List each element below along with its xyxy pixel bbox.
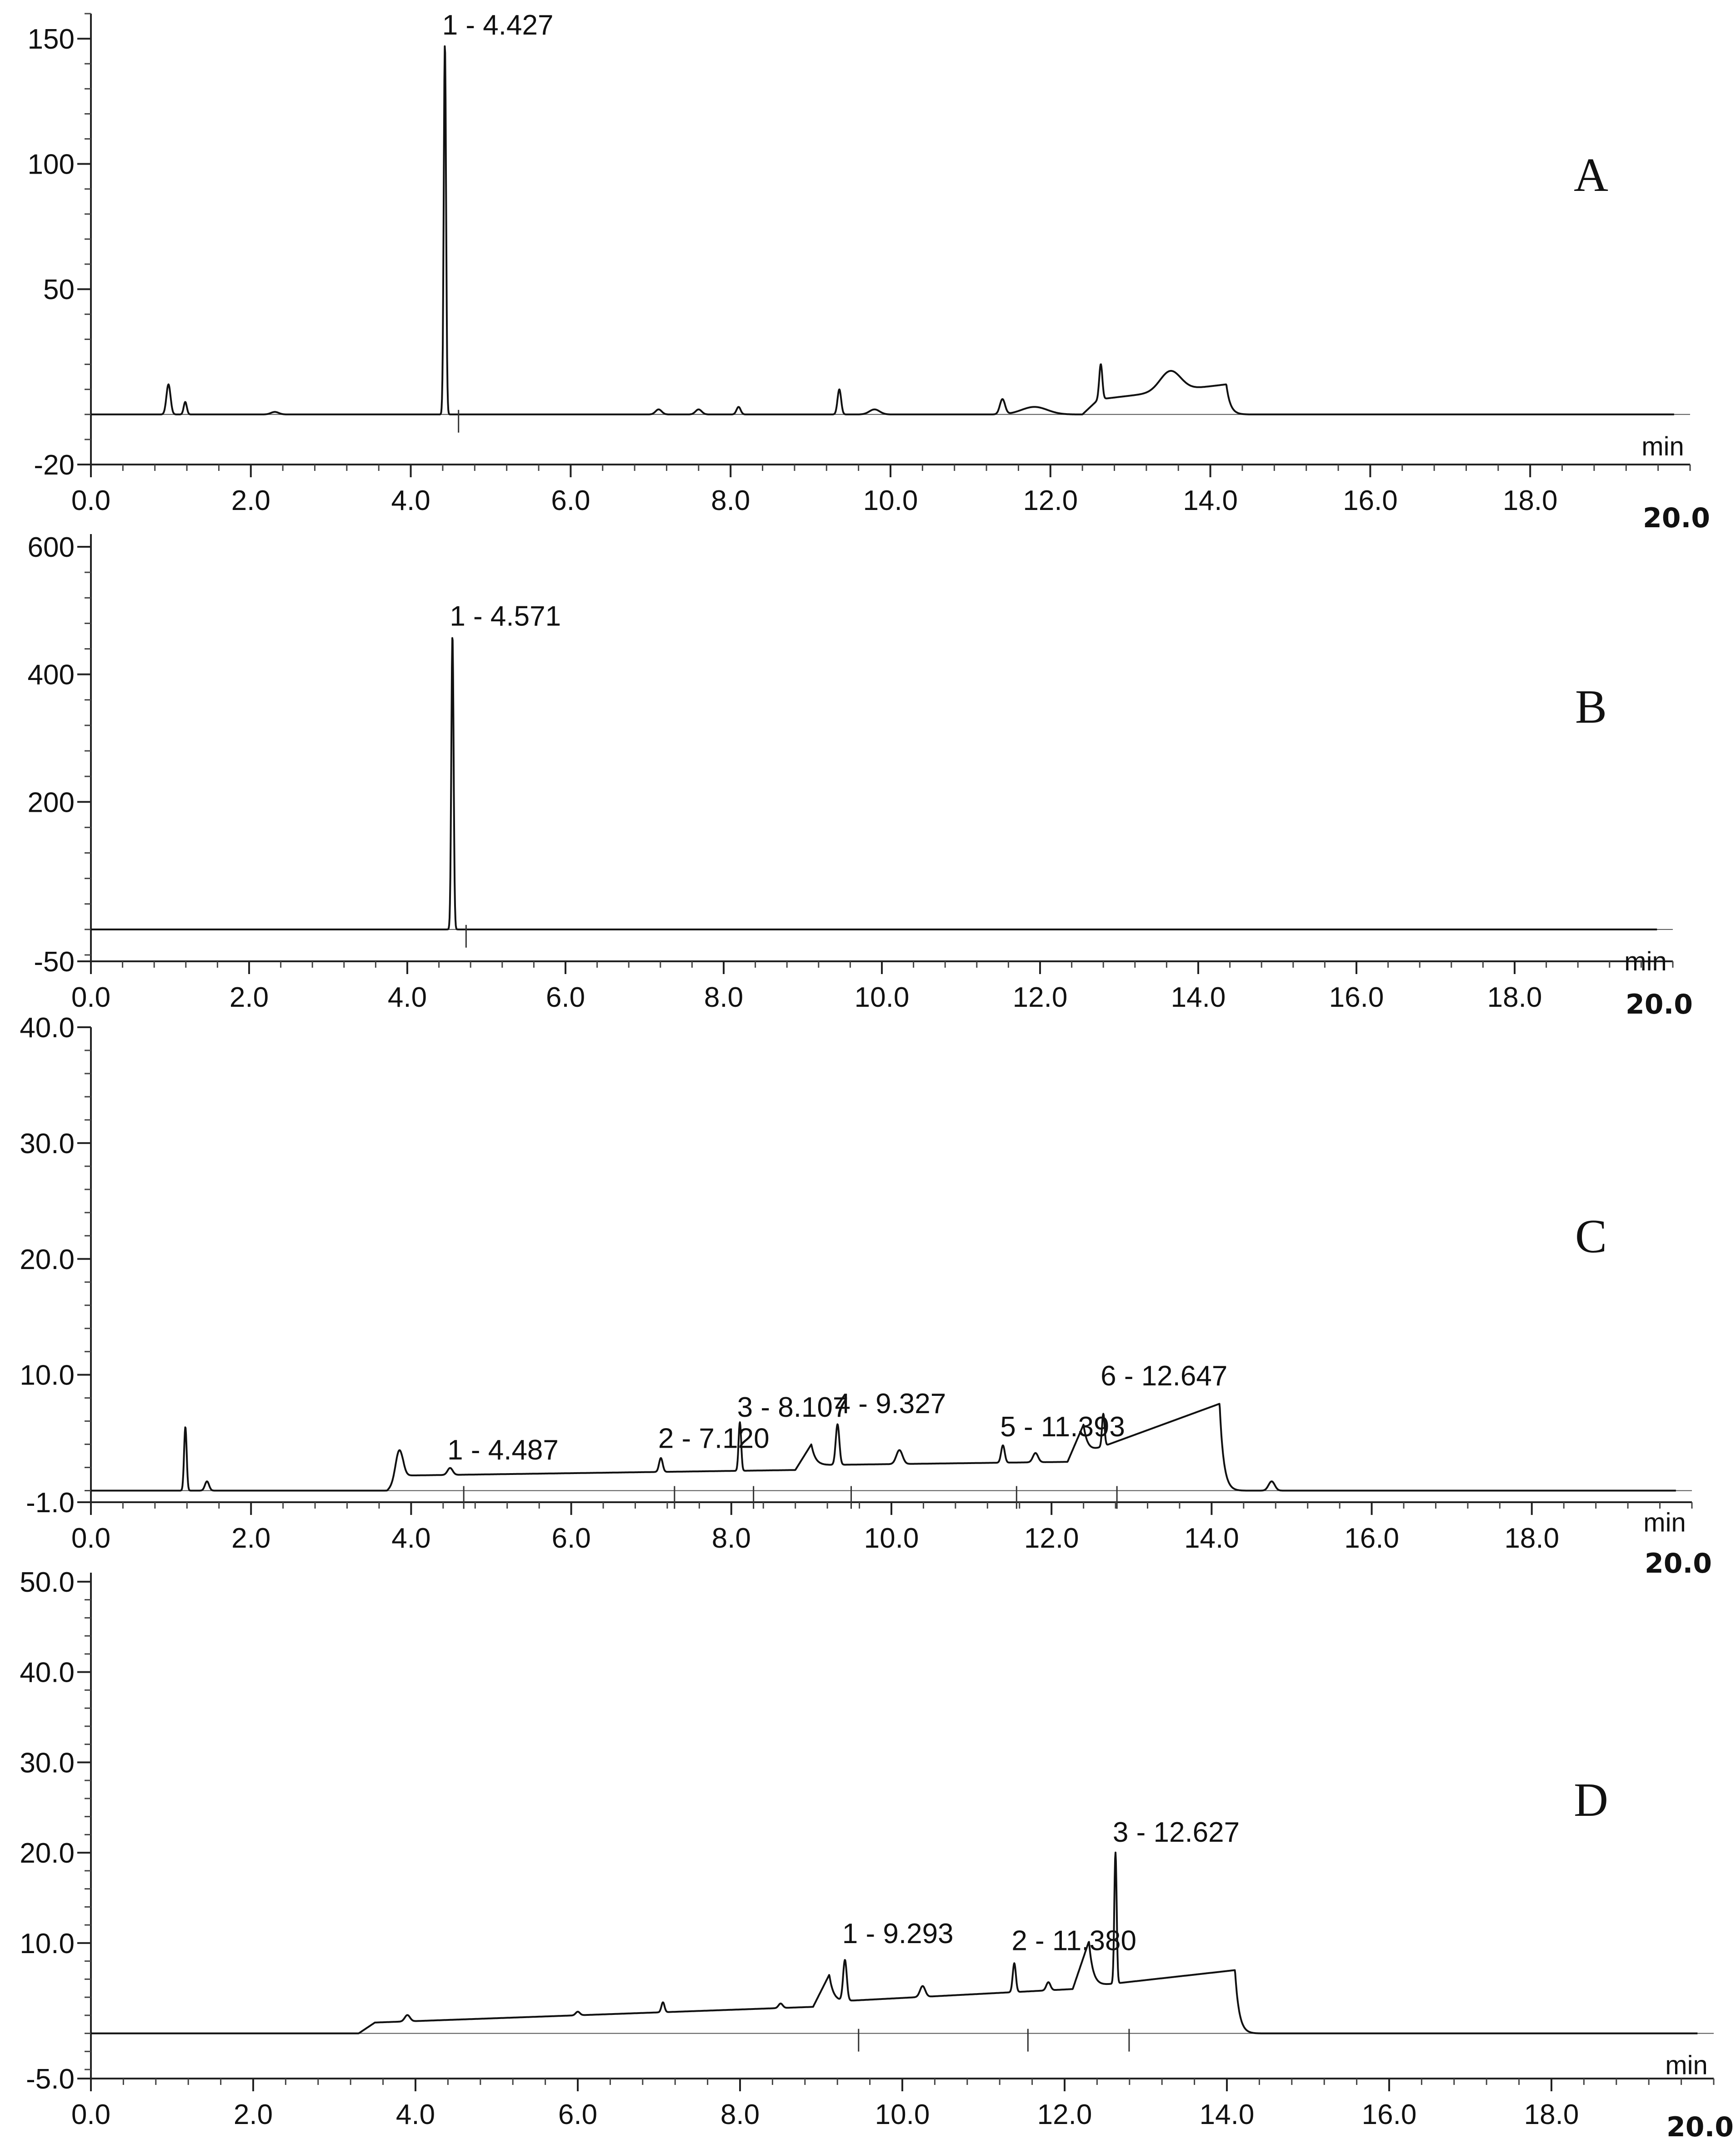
peak-label: 4 - 9.327	[835, 1388, 946, 1419]
x-tick-label: 18.0	[1524, 2099, 1579, 2130]
peak-label: 2 - 11.380	[1011, 1925, 1136, 1957]
x-tick-label: 10.0	[875, 2099, 930, 2130]
x-tick-label: 0.0	[71, 1523, 110, 1554]
panel-d: -5.0 10.0 20.0 30.0 40.0 50.0 0.0 2.0 4.0 6.0 8.0 1…	[20, 1567, 1734, 2143]
x-unit-label: min	[1624, 947, 1666, 976]
x-tick-label: 4.0	[388, 982, 427, 1013]
x-tick-label: 4.0	[396, 2099, 435, 2130]
y-tick-label: 10.0	[20, 1360, 75, 1391]
x-unit-label: min	[1641, 432, 1684, 461]
chromatogram-trace	[90, 637, 1658, 930]
x-tick-label: 14.0	[1171, 982, 1226, 1013]
x-tick-label: 6.0	[551, 1523, 590, 1554]
panel-letter: B	[1575, 680, 1607, 733]
x-end-label: 20.0	[1643, 502, 1710, 534]
x-tick-label: 10.0	[863, 485, 918, 516]
y-tick-label: -50	[34, 946, 75, 978]
x-tick-label: 18.0	[1487, 982, 1542, 1013]
x-end-label: 20.0	[1666, 2111, 1734, 2143]
panel-b: -50 200 400 600 0.0 2.0 4.0 6.0 8.0 10.0 12.0 14.0 1…	[28, 532, 1693, 1020]
x-tick-label: 16.0	[1344, 1523, 1399, 1554]
x-tick-label: 12.0	[1024, 1523, 1079, 1554]
x-tick-label: 16.0	[1362, 2099, 1417, 2130]
peak-label: 5 - 11.393	[1000, 1411, 1125, 1443]
x-tick-label: 0.0	[71, 2099, 110, 2130]
peak-label: 1 - 4.427	[442, 10, 554, 41]
y-tick-label: 50.0	[20, 1567, 75, 1598]
panel-letter: D	[1574, 1773, 1608, 1826]
x-unit-label: min	[1665, 2051, 1707, 2080]
peak-label: 1 - 4.571	[450, 601, 561, 632]
y-tick-label: 400	[28, 660, 75, 691]
y-tick-label: 600	[28, 532, 75, 563]
x-end-label: 20.0	[1645, 1548, 1712, 1579]
peak-label: 3 - 12.627	[1113, 1817, 1240, 1848]
peak-label: 6 - 12.647	[1101, 1360, 1227, 1392]
x-tick-label: 6.0	[551, 485, 590, 516]
chromatogram-trace	[90, 1403, 1676, 1492]
x-tick-label: 14.0	[1200, 2099, 1255, 2130]
y-tick-label: 30.0	[20, 1747, 75, 1779]
y-tick-label: 200	[28, 787, 75, 818]
chromatogram-trace	[90, 1851, 1698, 2034]
x-tick-label: 16.0	[1329, 982, 1384, 1013]
x-tick-label: 0.0	[71, 485, 110, 516]
y-tick-label: -20	[34, 450, 75, 481]
x-tick-label: 18.0	[1504, 1523, 1559, 1554]
panel-letter: C	[1575, 1209, 1607, 1263]
x-tick-label: 12.0	[1037, 2099, 1092, 2130]
y-tick-label: 20.0	[20, 1838, 75, 1869]
y-tick-label: 40.0	[20, 1012, 75, 1044]
x-tick-label: 4.0	[391, 485, 430, 516]
x-tick-label: 12.0	[1013, 982, 1068, 1013]
x-tick-label: 8.0	[720, 2099, 760, 2130]
chromatogram-trace	[90, 45, 1675, 415]
y-tick-label: 40.0	[20, 1657, 75, 1689]
x-tick-label: 6.0	[546, 982, 585, 1013]
x-tick-label: 16.0	[1343, 485, 1398, 516]
y-tick-label: 100	[28, 149, 75, 180]
x-tick-label: 2.0	[231, 485, 270, 516]
y-tick-label: 20.0	[20, 1244, 75, 1275]
x-tick-label: 2.0	[231, 1523, 270, 1554]
x-tick-label: 6.0	[558, 2099, 597, 2130]
panel-c: -1.0 10.0 20.0 30.0 40.0 0.0 2.0 4.0 6.0 8.0 10.0 1…	[20, 1012, 1712, 1579]
y-tick-label: 30.0	[20, 1128, 75, 1159]
x-tick-label: 8.0	[711, 485, 750, 516]
x-tick-label: 18.0	[1503, 485, 1558, 516]
panel-a: -20 50 100 150 0.0 2.0 4.0 6.0 8.0 10.0 12.0 14.0 16…	[28, 10, 1710, 534]
x-end-label: 20.0	[1626, 989, 1693, 1020]
y-tick-label: 50	[43, 274, 75, 305]
x-tick-label: 10.0	[864, 1523, 919, 1554]
x-tick-label: 0.0	[71, 982, 110, 1013]
x-tick-label: 4.0	[391, 1523, 430, 1554]
x-tick-label: 2.0	[234, 2099, 273, 2130]
x-tick-label: 8.0	[712, 1523, 751, 1554]
peak-label: 1 - 4.487	[447, 1434, 559, 1466]
x-tick-label: 2.0	[230, 982, 269, 1013]
panel-letter: A	[1574, 148, 1608, 201]
y-tick-label: -1.0	[26, 1487, 75, 1519]
y-tick-label: 10.0	[20, 1928, 75, 1959]
x-tick-label: 14.0	[1184, 1523, 1239, 1554]
x-tick-label: 8.0	[704, 982, 743, 1013]
x-tick-label: 14.0	[1183, 485, 1238, 516]
peak-label: 2 - 7.120	[658, 1423, 770, 1454]
x-tick-label: 10.0	[855, 982, 910, 1013]
x-tick-label: 12.0	[1023, 485, 1078, 516]
peak-label: 3 - 8.107	[737, 1392, 849, 1423]
y-tick-label: -5.0	[26, 2064, 75, 2095]
x-unit-label: min	[1643, 1508, 1686, 1538]
peak-label: 1 - 9.293	[842, 1918, 954, 1949]
y-tick-label: 150	[28, 24, 75, 55]
